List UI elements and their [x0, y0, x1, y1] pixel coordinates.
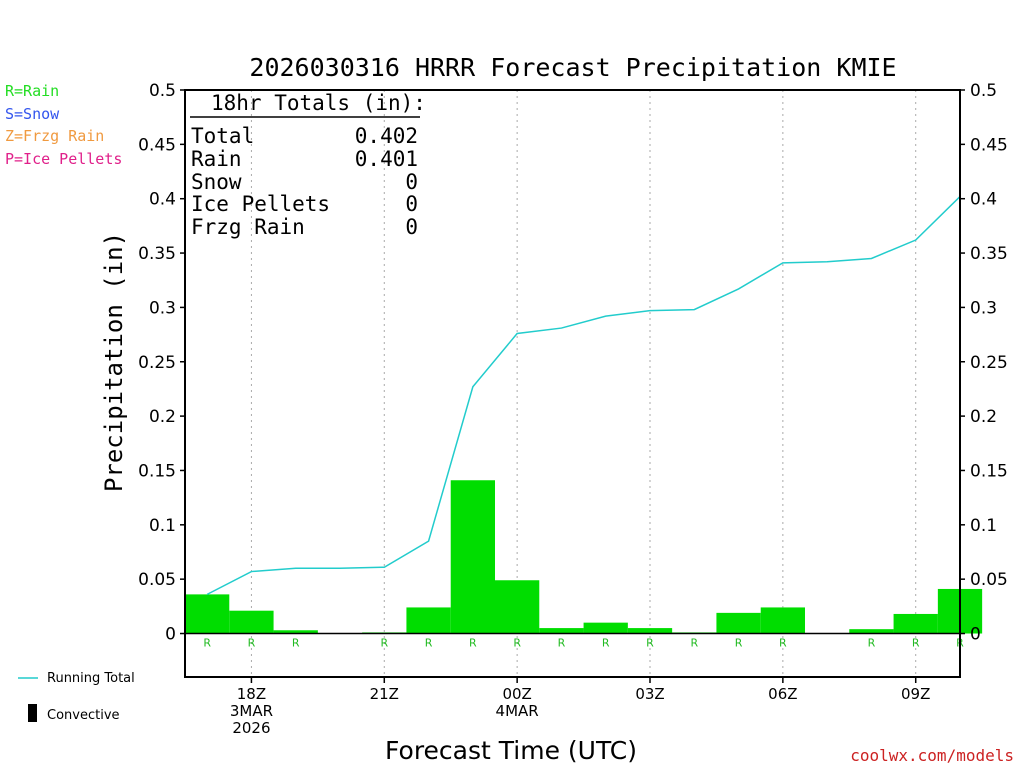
- precip-bar-16: [893, 613, 938, 634]
- legend-ice-pellets: P=Ice Pellets: [5, 150, 122, 168]
- precip-bar-2: [273, 630, 318, 634]
- totals-label-rain: Rain: [191, 147, 242, 171]
- ytick-label-right-8: 0.4: [970, 190, 997, 210]
- y-axis-title: Precipitation (in): [100, 232, 128, 492]
- ptype-label-1: R: [248, 637, 256, 650]
- ptype-label-6: R: [469, 637, 477, 650]
- ptype-label-5: R: [425, 637, 433, 650]
- grid-lines: [250, 90, 917, 677]
- ptype-legend: R=Rain S=Snow Z=Frzg Rain P=Ice Pellets: [5, 82, 122, 168]
- ptype-label-10: R: [646, 637, 654, 650]
- y-ticks: 0 00.05 0.050.1 0.10.15 0.150.2 0.20.25 0.250.…: [138, 81, 1008, 645]
- running-total-polyline: [206, 195, 961, 596]
- xtick-label-0-0: 18Z: [237, 685, 266, 703]
- precip-bar-8: [539, 628, 584, 634]
- ytick-label-right-10: 0.5: [970, 81, 997, 101]
- totals-box: 18hr Totals (in): Total 0.402 Rain 0.401…: [190, 91, 426, 239]
- line-legend: Running Total Convective: [18, 671, 135, 723]
- ptype-label-15: R: [868, 637, 876, 650]
- totals-value-rain: 0.401: [355, 147, 418, 171]
- ptype-label-4: R: [380, 637, 388, 650]
- ptype-label-13: R: [779, 637, 787, 650]
- ytick-label-right-9: 0.45: [970, 135, 1008, 155]
- precip-bar-6: [450, 480, 495, 634]
- ytick-label-left-9: 0.45: [138, 135, 176, 155]
- ytick-label-left-0: 0: [165, 625, 176, 645]
- precip-bar-9: [583, 622, 628, 634]
- ptype-label-2: R: [292, 637, 300, 650]
- xtick-label-1-0: 21Z: [370, 685, 399, 703]
- ptype-label-12: R: [735, 637, 743, 650]
- ytick-label-left-2: 0.1: [149, 516, 176, 536]
- running-total-legend-label: Running Total: [47, 671, 135, 686]
- running-total-line: [206, 195, 961, 596]
- xtick-label-2-0: 00Z: [502, 685, 531, 703]
- ytick-label-right-0: 0: [970, 625, 981, 645]
- totals-value-total: 0.402: [355, 124, 418, 148]
- ptype-label-7: R: [513, 637, 521, 650]
- precip-bar-1: [229, 610, 274, 634]
- ptype-label-0: R: [203, 637, 211, 650]
- totals-value-snow: 0: [405, 170, 418, 194]
- precip-bar-7: [495, 580, 540, 634]
- ptype-label-8: R: [558, 637, 566, 650]
- ytick-label-left-5: 0.25: [138, 353, 176, 373]
- ptype-label-16: R: [912, 637, 920, 650]
- ytick-label-right-6: 0.3: [970, 298, 997, 318]
- ytick-label-left-10: 0.5: [149, 81, 176, 101]
- ytick-label-right-4: 0.2: [970, 407, 997, 427]
- watermark: coolwx.com/models: [850, 746, 1014, 765]
- precip-bar-10: [627, 628, 673, 634]
- precip-bar-13: [760, 607, 805, 634]
- ytick-label-left-7: 0.35: [138, 244, 176, 264]
- legend-rain: R=Rain: [5, 82, 59, 100]
- ytick-label-left-1: 0.05: [138, 570, 176, 590]
- xtick-label-5-0: 09Z: [901, 685, 930, 703]
- ptype-label-9: R: [602, 637, 610, 650]
- legend-snow: S=Snow: [5, 105, 60, 123]
- xtick-label-0-1: 3MAR: [230, 702, 273, 720]
- xtick-label-3-0: 03Z: [635, 685, 664, 703]
- xtick-label-0-2: 2026: [232, 719, 270, 737]
- totals-label-snow: Snow: [191, 170, 242, 194]
- ytick-label-left-4: 0.2: [149, 407, 176, 427]
- legend-frzg-rain: Z=Frzg Rain: [5, 127, 104, 145]
- ytick-label-left-3: 0.15: [138, 461, 176, 481]
- precip-bar-5: [406, 607, 451, 634]
- ytick-label-right-7: 0.35: [970, 244, 1008, 264]
- ytick-label-right-5: 0.25: [970, 353, 1008, 373]
- plot-frame: [184, 89, 961, 678]
- precip-bar-0: [185, 594, 230, 634]
- ytick-label-left-8: 0.4: [149, 190, 176, 210]
- precip-bars: [185, 480, 983, 634]
- ytick-label-right-2: 0.1: [970, 516, 997, 536]
- precip-bar-12: [716, 612, 761, 634]
- convective-legend-label: Convective: [47, 708, 120, 723]
- ytick-label-right-1: 0.05: [970, 570, 1008, 590]
- convective-legend-swatch: [28, 704, 37, 722]
- xtick-label-4-0: 06Z: [768, 685, 797, 703]
- totals-label-frzg-rain: Frzg Rain: [191, 215, 305, 239]
- ytick-label-left-6: 0.3: [149, 298, 176, 318]
- ptype-label-11: R: [690, 637, 698, 650]
- ytick-label-right-3: 0.15: [970, 461, 1008, 481]
- x-axis-title: Forecast Time (UTC): [385, 736, 637, 765]
- totals-value-frzg-rain: 0: [405, 215, 418, 239]
- precip-bar-15: [849, 629, 894, 634]
- totals-heading: 18hr Totals (in):: [211, 91, 426, 115]
- totals-label-total: Total: [191, 124, 254, 148]
- chart-title: 2026030316 HRRR Forecast Precipitation K…: [249, 53, 896, 82]
- xtick-label-2-1: 4MAR: [496, 702, 539, 720]
- totals-value-ice-pellets: 0: [405, 192, 418, 216]
- totals-label-ice-pellets: Ice Pellets: [191, 192, 330, 216]
